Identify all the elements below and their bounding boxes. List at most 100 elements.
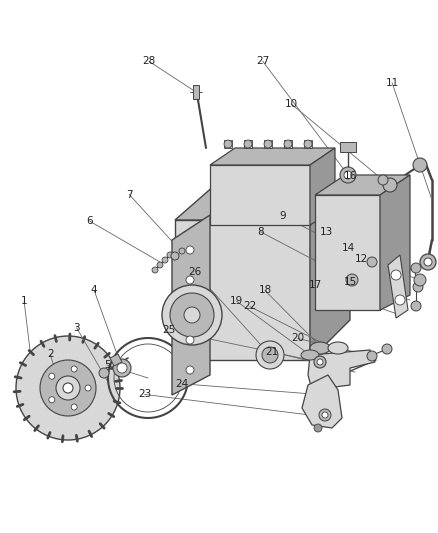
Bar (340, 142, 356, 152)
Bar (264, 140, 272, 148)
Circle shape (16, 336, 120, 440)
Text: 3: 3 (73, 323, 80, 333)
Circle shape (346, 274, 358, 286)
Circle shape (167, 252, 173, 258)
Circle shape (284, 140, 292, 148)
Text: 4: 4 (91, 286, 98, 295)
Circle shape (340, 167, 356, 183)
Polygon shape (310, 148, 335, 225)
Circle shape (314, 356, 326, 368)
Ellipse shape (310, 342, 330, 354)
Text: 10: 10 (285, 99, 298, 109)
Text: 16: 16 (344, 171, 357, 181)
Circle shape (117, 363, 127, 373)
Text: 17: 17 (309, 280, 322, 290)
Text: 22: 22 (243, 302, 256, 311)
Text: 27: 27 (256, 56, 269, 66)
Polygon shape (302, 375, 342, 428)
Circle shape (170, 293, 214, 337)
Text: 23: 23 (138, 390, 151, 399)
Circle shape (71, 404, 77, 410)
Text: 20: 20 (291, 334, 304, 343)
Circle shape (256, 341, 284, 369)
Text: 15: 15 (344, 278, 357, 287)
Circle shape (99, 368, 109, 378)
Text: 5: 5 (104, 360, 111, 370)
Circle shape (224, 140, 232, 148)
Circle shape (40, 360, 96, 416)
Circle shape (152, 267, 158, 273)
Circle shape (383, 178, 397, 192)
Circle shape (411, 263, 421, 273)
Circle shape (244, 140, 252, 148)
Bar (284, 140, 292, 148)
Text: 26: 26 (188, 267, 201, 277)
Text: 1: 1 (21, 296, 28, 306)
Circle shape (186, 246, 194, 254)
Circle shape (171, 252, 179, 260)
Circle shape (262, 347, 278, 363)
Text: 21: 21 (265, 347, 278, 357)
Circle shape (367, 351, 377, 361)
Circle shape (264, 140, 272, 148)
Circle shape (49, 397, 55, 403)
Circle shape (391, 270, 401, 280)
Circle shape (382, 344, 392, 354)
Text: 13: 13 (320, 227, 333, 237)
Circle shape (317, 359, 323, 365)
Circle shape (56, 376, 80, 400)
Text: 9: 9 (279, 211, 286, 221)
Circle shape (63, 383, 73, 393)
Polygon shape (210, 148, 335, 165)
Circle shape (344, 171, 352, 179)
Circle shape (414, 274, 426, 286)
Circle shape (319, 409, 331, 421)
Circle shape (184, 307, 200, 323)
Text: 7: 7 (126, 190, 133, 199)
Polygon shape (175, 220, 310, 360)
Polygon shape (310, 185, 350, 360)
Polygon shape (308, 350, 375, 390)
Circle shape (424, 258, 432, 266)
Text: 14: 14 (342, 243, 355, 253)
Circle shape (322, 412, 328, 418)
Circle shape (378, 175, 388, 185)
Ellipse shape (328, 342, 348, 354)
Ellipse shape (301, 350, 319, 360)
Text: 28: 28 (142, 56, 155, 66)
Polygon shape (110, 354, 122, 366)
Text: 12: 12 (355, 254, 368, 263)
Polygon shape (172, 215, 210, 395)
Circle shape (162, 257, 168, 263)
Circle shape (413, 158, 427, 172)
Text: 24: 24 (175, 379, 188, 389)
Circle shape (162, 285, 222, 345)
Bar (244, 140, 252, 148)
Text: 11: 11 (385, 78, 399, 87)
Circle shape (420, 254, 436, 270)
Circle shape (304, 140, 312, 148)
Polygon shape (175, 185, 350, 220)
Circle shape (71, 366, 77, 372)
Circle shape (186, 276, 194, 284)
Circle shape (49, 373, 55, 379)
Circle shape (179, 248, 185, 254)
Circle shape (411, 301, 421, 311)
Circle shape (186, 336, 194, 344)
Bar (193, 85, 199, 99)
Polygon shape (210, 165, 310, 225)
Bar (304, 140, 312, 148)
Circle shape (186, 366, 194, 374)
Text: 8: 8 (257, 227, 264, 237)
Circle shape (413, 282, 423, 292)
Circle shape (395, 295, 405, 305)
Circle shape (367, 257, 377, 267)
Text: 19: 19 (230, 296, 243, 306)
Text: 2: 2 (47, 350, 54, 359)
Polygon shape (315, 175, 410, 195)
Circle shape (85, 385, 91, 391)
Text: 25: 25 (162, 326, 175, 335)
Bar (224, 140, 232, 148)
Polygon shape (315, 195, 380, 310)
Polygon shape (388, 255, 408, 318)
